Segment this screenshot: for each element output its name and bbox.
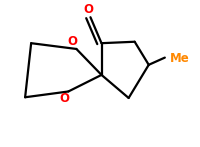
Text: O: O bbox=[83, 3, 93, 16]
Text: O: O bbox=[59, 92, 69, 105]
Text: Me: Me bbox=[169, 52, 189, 65]
Text: O: O bbox=[67, 35, 77, 48]
